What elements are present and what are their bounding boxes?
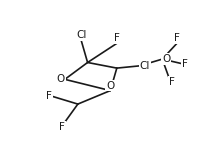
Text: F: F — [182, 59, 188, 69]
Text: O: O — [162, 54, 170, 64]
Text: Cl: Cl — [139, 61, 150, 71]
Text: F: F — [59, 122, 65, 132]
Text: F: F — [169, 77, 175, 87]
Text: F: F — [46, 91, 52, 101]
Text: O: O — [106, 81, 114, 91]
Text: O: O — [57, 74, 65, 84]
Text: F: F — [114, 33, 120, 43]
Text: Cl: Cl — [76, 30, 86, 40]
Text: F: F — [174, 33, 180, 43]
